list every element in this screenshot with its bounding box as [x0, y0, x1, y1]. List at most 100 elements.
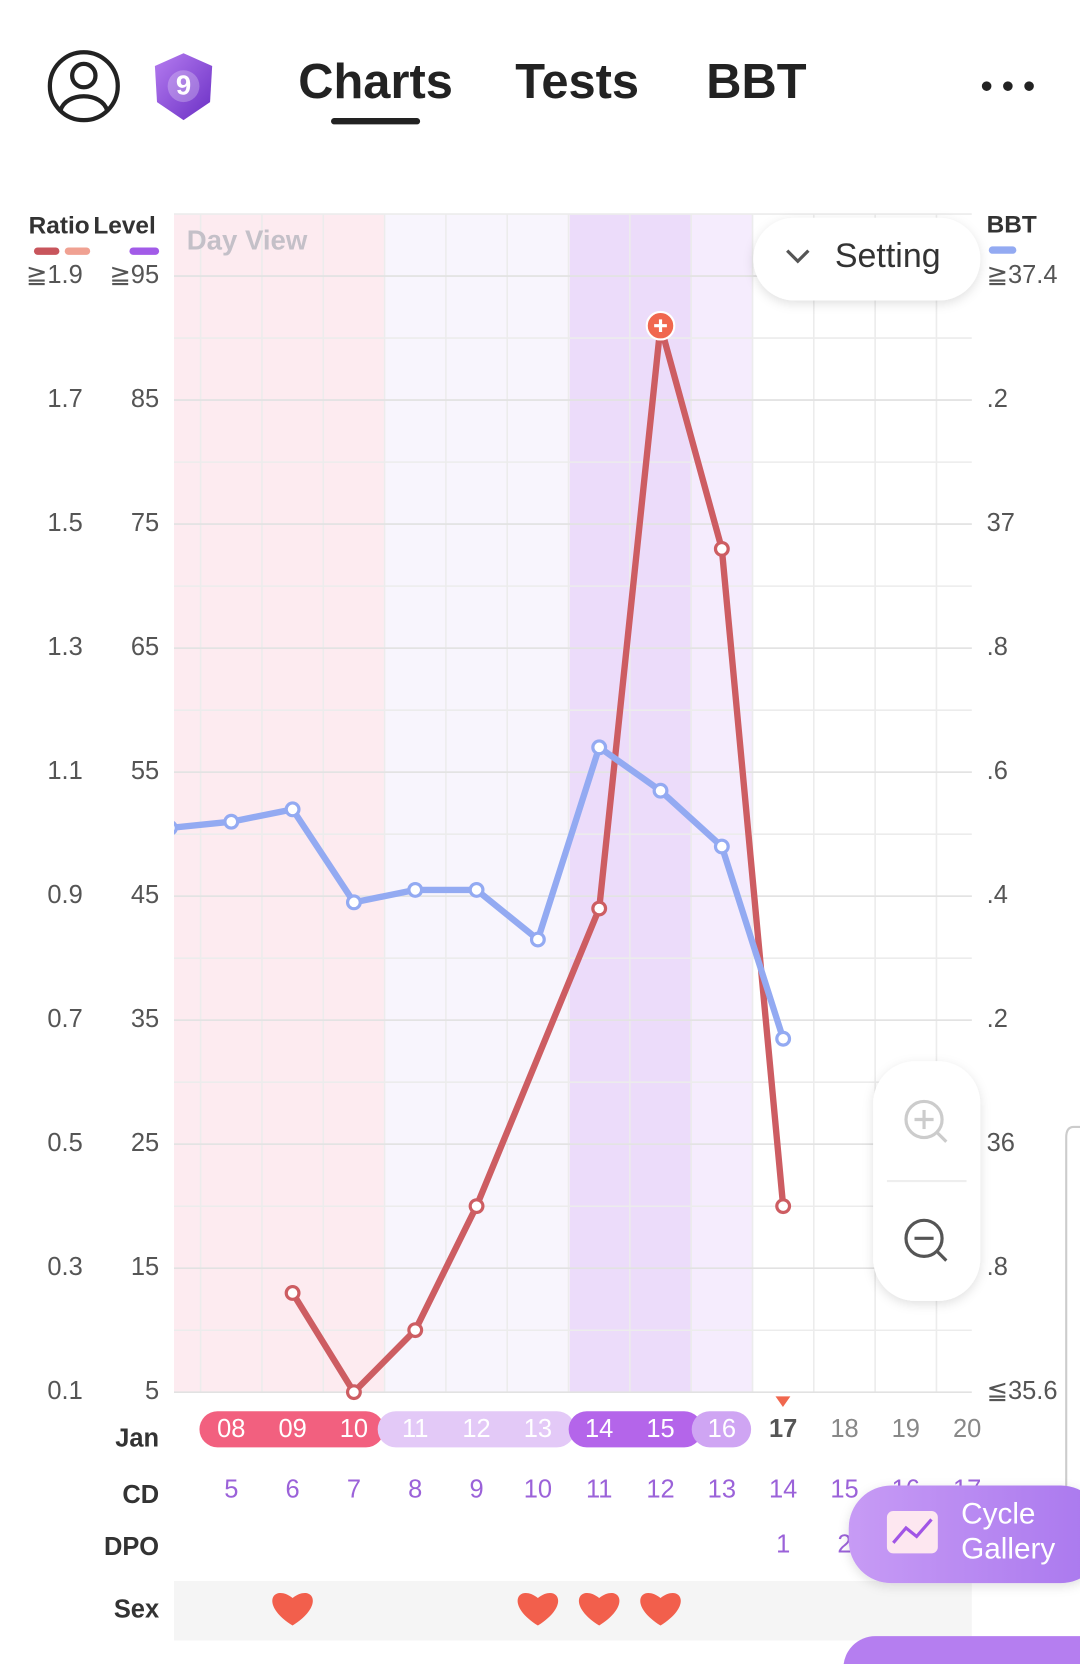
- bottom-button[interactable]: [843, 1636, 1080, 1664]
- legend-swatch: [129, 247, 160, 255]
- profile-icon[interactable]: [47, 50, 120, 123]
- cd-label: 8: [408, 1476, 422, 1504]
- date-label: 08: [217, 1415, 245, 1443]
- level-tick-label: 75: [131, 509, 159, 537]
- cd-label: 9: [469, 1476, 483, 1504]
- bbt-tick-label: 37: [987, 509, 1015, 537]
- level-tick-label: 65: [131, 633, 159, 661]
- date-label: 19: [892, 1415, 920, 1443]
- bbt-header: BBT: [987, 212, 1037, 239]
- point: [468, 1198, 485, 1215]
- level-tick-label: 45: [131, 881, 159, 909]
- point: [284, 801, 301, 818]
- dpo-label: 1: [776, 1531, 790, 1559]
- level-badge[interactable]: 9: [154, 53, 213, 121]
- heart-icon: [272, 1593, 313, 1626]
- row-label: Sex: [114, 1595, 159, 1623]
- date-label: 12: [462, 1415, 490, 1443]
- legend-swatch: [988, 246, 1017, 254]
- date-label: 15: [646, 1415, 674, 1443]
- point: [775, 1030, 792, 1047]
- today-marker: [775, 1396, 791, 1408]
- date-label: 18: [830, 1415, 858, 1443]
- month-label: Jan: [115, 1425, 159, 1453]
- setting-button[interactable]: Setting: [753, 217, 981, 301]
- series-line: [289, 322, 787, 1396]
- date-label: 20: [953, 1415, 981, 1443]
- cd-label: 12: [646, 1476, 674, 1504]
- legend-swatch: [33, 247, 60, 255]
- cd-label: 11: [586, 1476, 612, 1504]
- point: [591, 739, 608, 756]
- bbt-tick-label: .2: [987, 385, 1008, 413]
- ratio-header: Ratio: [29, 213, 90, 240]
- cycle-gallery-label: Cycle Gallery: [961, 1497, 1056, 1566]
- legend-swatch: [64, 247, 91, 255]
- point: [345, 894, 362, 911]
- ticks: ≧95 85 75 65 55 45 35 25 15 5 ≧1.9 1.7 1.5 1.3 1.1 0.9 0…: [26, 261, 1057, 1405]
- date-label: 09: [278, 1415, 306, 1443]
- ratio-tick-label: 0.9: [47, 881, 82, 909]
- level-tick-label: 25: [131, 1129, 159, 1157]
- point: [407, 881, 424, 898]
- point: [713, 540, 730, 557]
- point: [173, 821, 178, 835]
- cd-label: 13: [708, 1476, 736, 1504]
- heart-icon: [517, 1593, 559, 1626]
- day-rows: 0850961071181291310141115121613171411815…: [217, 1415, 981, 1626]
- level-tick-label: 55: [131, 757, 159, 785]
- view-label: Day View: [187, 224, 308, 255]
- date-label: 16: [708, 1415, 736, 1443]
- zoom-out[interactable]: [904, 1218, 948, 1262]
- cd-label: 6: [286, 1476, 300, 1504]
- ratio-tick-label: 1.1: [47, 757, 82, 785]
- bbt-tick-label: .8: [987, 1253, 1008, 1281]
- point: [652, 782, 669, 799]
- cd-label: 10: [524, 1476, 552, 1504]
- more-menu[interactable]: [981, 81, 1034, 91]
- heart-icon: [640, 1593, 681, 1626]
- level-tick-label: 5: [145, 1377, 159, 1405]
- row-label: CD: [122, 1481, 159, 1509]
- bbt-tick-label: .6: [987, 757, 1008, 785]
- date-label: 13: [524, 1415, 552, 1443]
- tab[interactable]: BBT: [706, 55, 806, 109]
- dpo-label: 2: [837, 1531, 851, 1559]
- tab[interactable]: Charts: [298, 55, 453, 109]
- row-label: DPO: [104, 1533, 159, 1561]
- level-header: Level: [93, 213, 155, 240]
- cd-label: 7: [347, 1476, 361, 1504]
- tab[interactable]: Tests: [515, 55, 639, 109]
- level-tick-label: ≧95: [109, 261, 159, 289]
- date-pills: [199, 1411, 752, 1448]
- cycle-gallery-button[interactable]: Cycle Gallery: [848, 1485, 1080, 1584]
- ratio-tick-label: 0.5: [47, 1129, 82, 1157]
- ratio-tick-label: 1.3: [47, 633, 82, 661]
- point: [345, 1384, 362, 1401]
- grid: [173, 213, 972, 1393]
- date-label: 11: [402, 1415, 428, 1443]
- point: [407, 1322, 424, 1339]
- bbt-tick-label: .4: [987, 881, 1008, 909]
- date-label: 10: [340, 1415, 368, 1443]
- bbt-tick-label: ≦35.6: [987, 1377, 1058, 1405]
- level-tick-label: 35: [131, 1005, 159, 1033]
- lines: [173, 310, 792, 1401]
- point: [223, 813, 240, 830]
- bbt-tick-label: ≧37.4: [987, 261, 1058, 289]
- cd-label: 15: [830, 1476, 858, 1504]
- ratio-tick-label: 0.1: [47, 1377, 82, 1405]
- point: [591, 900, 608, 917]
- ratio-tick-label: ≧1.9: [26, 261, 83, 289]
- date-label: 14: [585, 1415, 613, 1443]
- zoom-in[interactable]: [904, 1099, 948, 1143]
- bbt-tick-label: .8: [987, 633, 1008, 661]
- zoom-panel: [873, 1061, 981, 1301]
- ratio-tick-label: 1.7: [47, 385, 82, 413]
- point: [284, 1284, 301, 1301]
- tab-underline: [331, 118, 421, 125]
- side-panel-edge: [1065, 1125, 1080, 1528]
- setting-label: Setting: [835, 237, 941, 275]
